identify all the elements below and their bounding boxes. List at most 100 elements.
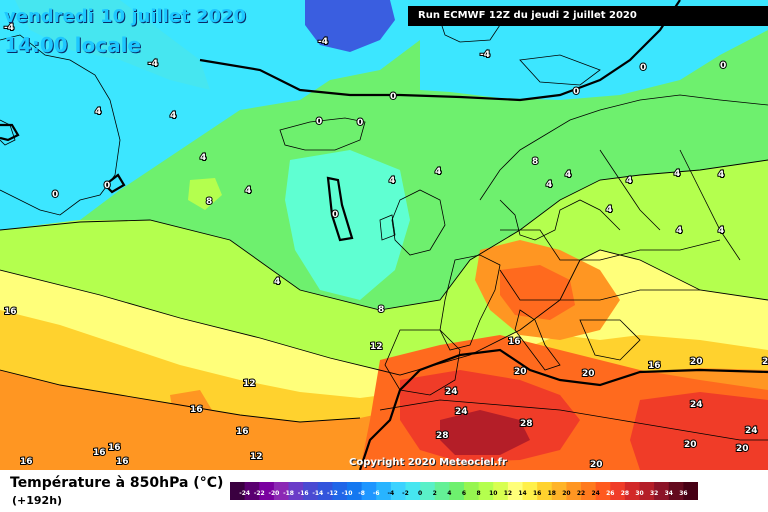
colorbar-tick: -6 — [373, 490, 380, 497]
colorbar-tick: 16 — [533, 490, 541, 497]
isotherm-label: -4 — [4, 23, 14, 33]
colorbar-tick: 6 — [462, 490, 466, 497]
band-orange-red-europe — [500, 265, 575, 320]
coast-greenland — [0, 34, 121, 216]
colorbar-swatch — [405, 482, 421, 500]
isotherm-label: 28 — [520, 419, 533, 429]
coast-north-africa — [379, 399, 768, 441]
colorbar-swatch — [537, 482, 553, 500]
isotherm-label: -4 — [318, 37, 328, 47]
colorbar-swatch — [303, 482, 319, 500]
colorbar-tick: -24 — [239, 490, 250, 497]
colorbar-tick: 20 — [562, 490, 570, 497]
colorbar-tick: 36 — [679, 490, 687, 497]
isotherm-label: 16 — [190, 405, 203, 415]
colorbar-tick: 32 — [650, 490, 658, 497]
colorbar-tick: -8 — [358, 490, 365, 497]
colorbar-swatch — [581, 482, 597, 500]
isotherm-label: 4 — [274, 277, 280, 287]
colorbar-tick: -16 — [298, 490, 309, 497]
colorbar-swatch — [376, 482, 392, 500]
isotherm-label: 24 — [520, 419, 533, 429]
colorbar-swatch — [639, 482, 655, 500]
colorbar-tick: 34 — [665, 490, 673, 497]
isotherm-label: 8 — [206, 197, 212, 207]
isotherm-label: 4 — [718, 170, 724, 180]
colorbar-swatch — [244, 482, 260, 500]
colorbar-swatch — [624, 482, 641, 500]
isotherm-label: 16 — [4, 307, 17, 317]
isotherm-20 — [358, 348, 768, 471]
coast-scandinavia-north — [479, 94, 768, 201]
isotherm-label: 20 — [690, 357, 703, 367]
colorbar-tick: 2 — [433, 490, 437, 497]
isotherm-0-greenland — [103, 173, 126, 194]
colorbar-swatch — [434, 482, 450, 500]
colorbar-swatch — [566, 482, 582, 500]
isotherm-label: 24 — [455, 407, 468, 417]
isotherm-label: 20 — [590, 460, 603, 470]
isotherm-label: 28 — [436, 431, 449, 441]
colorbar-swatch — [332, 482, 348, 500]
isotherm-label: 24 — [445, 387, 458, 397]
colorbar-tick: -2 — [402, 490, 409, 497]
colorbar-tick: 28 — [621, 490, 629, 497]
isotherm-label: 16 — [508, 337, 521, 347]
colorbar-tick: -14 — [312, 490, 323, 497]
legend-subtitle: (+192h) — [12, 494, 63, 507]
coastlines — [0, 14, 768, 441]
band-dark-red — [440, 410, 530, 455]
isotherm-label: 4 — [200, 153, 206, 163]
isotherm-16 — [0, 369, 361, 423]
isotherm-label: 20 — [514, 367, 527, 377]
isotherm-label: 16 — [236, 427, 249, 437]
isotherm-label: 4 — [546, 180, 552, 190]
isotherm-label: 8 — [378, 305, 384, 315]
coast-britain — [391, 189, 446, 256]
colorbar-swatch — [478, 482, 494, 500]
isotherm-label: 16 — [93, 448, 106, 458]
copyright: Copyright 2020 Meteociel.fr — [349, 457, 507, 468]
colorbar-tick: -12 — [327, 490, 338, 497]
border-1 — [500, 229, 721, 261]
colorbar-tick: 14 — [518, 490, 526, 497]
isotherm-label: 4 — [435, 167, 441, 177]
isotherm-label: 16 — [116, 457, 129, 467]
coast-france — [439, 254, 501, 351]
isotherm-label: 16 — [20, 457, 33, 467]
coast-italy — [514, 309, 561, 371]
band-red-east — [630, 392, 768, 470]
colorbar-swatch — [595, 482, 611, 500]
colorbar-swatch — [420, 482, 436, 500]
band-deep-blue — [305, 0, 395, 52]
colorbar-swatch — [493, 482, 509, 500]
isotherm-label: 4 — [170, 111, 176, 121]
colorbar-swatch — [464, 482, 480, 500]
colorbar-swatch — [668, 482, 684, 500]
coast-iberia — [384, 329, 461, 396]
isotherm-0-west — [0, 123, 20, 142]
isotherm-label: 4 — [718, 226, 724, 236]
colorbar-swatch — [449, 482, 465, 500]
isotherm-label: 4 — [245, 186, 251, 196]
colorbar-swatch — [654, 482, 670, 500]
band-light-blue — [0, 0, 420, 230]
isotherm-label: 20 — [736, 444, 749, 454]
isotherm-label: -4 — [480, 50, 490, 60]
colorbar-tick: -10 — [342, 490, 353, 497]
isotherm-label: 4 — [626, 176, 632, 186]
isotherm-label: 20 — [582, 369, 595, 379]
colorbar-tick: -22 — [254, 490, 265, 497]
isotherm-thin — [0, 159, 768, 423]
colorbar-swatch — [347, 482, 363, 500]
isotherm-label: 12 — [243, 379, 256, 389]
isotherm-label: 4 — [565, 170, 571, 180]
colorbar-tick: 26 — [606, 490, 614, 497]
isotherm-label: -4 — [148, 59, 158, 69]
colorbar-swatch — [551, 482, 567, 500]
isotherm-label: 4 — [389, 176, 395, 186]
colorbar-swatch — [288, 482, 304, 500]
colorbar-swatch — [683, 482, 698, 500]
border-2 — [499, 269, 700, 301]
colorbar-swatch — [317, 482, 333, 500]
